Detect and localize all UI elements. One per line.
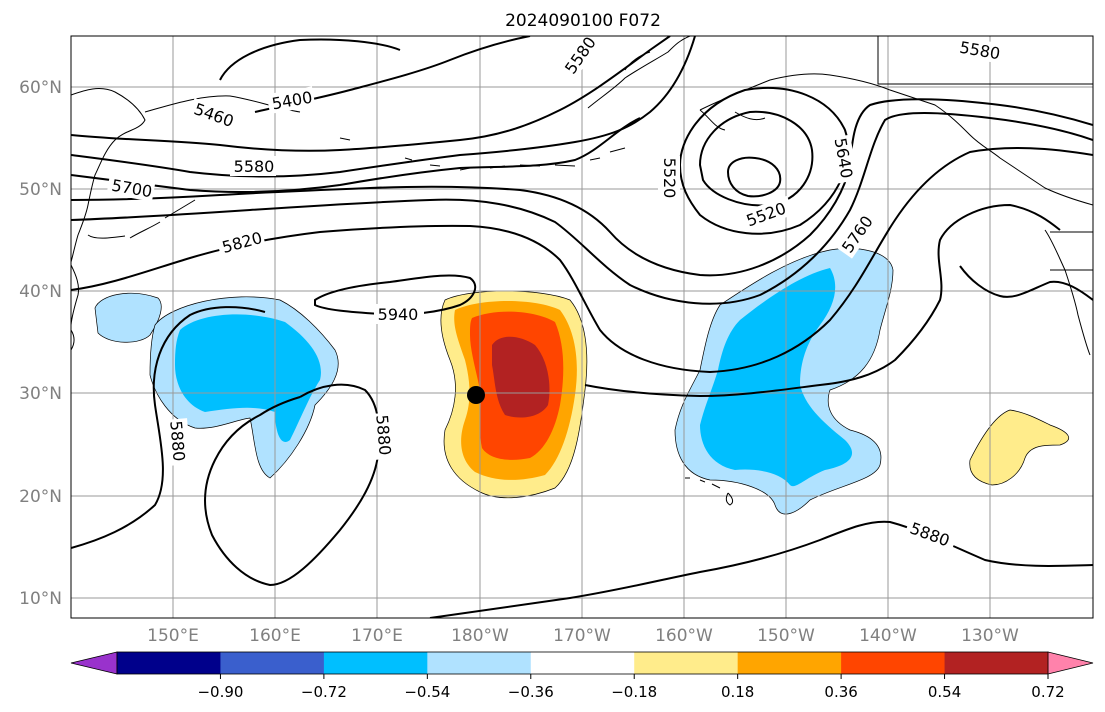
lat-label: 50°N	[19, 180, 62, 200]
lat-label: 10°N	[19, 589, 62, 609]
anomaly-shading	[94, 248, 1070, 515]
colorbar-tick-label: −0.18	[611, 683, 657, 701]
lon-label: 150°W	[757, 626, 815, 646]
lon-label: 130°W	[961, 626, 1019, 646]
colorbar-bin	[427, 652, 532, 674]
height-contours	[71, 36, 1093, 618]
neg-anomaly-region	[94, 292, 162, 343]
latitude-labels: 60°N 50°N 40°N 30°N 20°N 10°N	[19, 78, 62, 609]
lat-label: 60°N	[19, 78, 62, 98]
colorbar-tick-label: −0.90	[197, 683, 243, 701]
map-frame	[70, 35, 1094, 619]
map-panel: 5580 5460 5400 5580 5700 5820 5940 5880 …	[70, 35, 1094, 619]
lat-label: 30°N	[19, 384, 62, 404]
lon-label: 160°E	[249, 626, 301, 646]
colorbar-bin	[323, 652, 428, 674]
lon-label: 170°W	[553, 626, 611, 646]
colorbar-tick-label: −0.54	[404, 683, 450, 701]
lon-label: 140°W	[859, 626, 917, 646]
colorbar-tick-label: −0.72	[301, 683, 347, 701]
colorbar-bin	[737, 652, 842, 674]
colorbar-outline	[116, 651, 1049, 675]
neg-anomaly-core	[700, 268, 853, 487]
lat-label: 20°N	[19, 487, 62, 507]
colorbar-extend-max	[1047, 651, 1094, 675]
figure-title: 2024090100 F072	[505, 11, 661, 31]
pos-anomaly-max	[492, 336, 550, 418]
contour-label: 5880	[372, 414, 394, 456]
longitude-labels: 150°E 160°E 170°E 180°W 170°W 160°W 150°…	[147, 626, 1019, 646]
contour-label: 5880	[166, 420, 188, 462]
colorbar-bin	[634, 652, 739, 674]
lat-label: 40°N	[19, 282, 62, 302]
lon-label: 170°E	[351, 626, 403, 646]
storm-position-marker	[467, 386, 485, 404]
colorbar-tick-label: 0.72	[1031, 683, 1064, 701]
colorbar-tick-label: 0.18	[721, 683, 754, 701]
contour-label: 5940	[378, 305, 419, 324]
lon-label: 160°W	[655, 626, 713, 646]
colorbar-bin	[944, 652, 1049, 674]
colorbar-bin	[530, 652, 635, 674]
neg-anomaly-core	[175, 314, 321, 442]
colorbar-bin	[220, 652, 325, 674]
colorbar-bin	[841, 652, 946, 674]
colorbar-tick-label: −0.36	[508, 683, 554, 701]
colorbar-tick-label: 0.36	[824, 683, 857, 701]
colorbar-bin	[117, 652, 221, 674]
lon-label: 150°E	[147, 626, 199, 646]
contour-label: 5520	[660, 158, 679, 199]
contour-label: 5580	[234, 157, 275, 176]
lon-label: 180°W	[451, 626, 509, 646]
colorbar-tick-label: 0.54	[928, 683, 961, 701]
colorbar: −0.90 −0.72 −0.54 −0.36 −0.18 0.18 0.36 0.54 0.7…	[70, 651, 1094, 701]
pos-anomaly-region	[969, 409, 1070, 486]
colorbar-extend-min	[70, 651, 118, 675]
